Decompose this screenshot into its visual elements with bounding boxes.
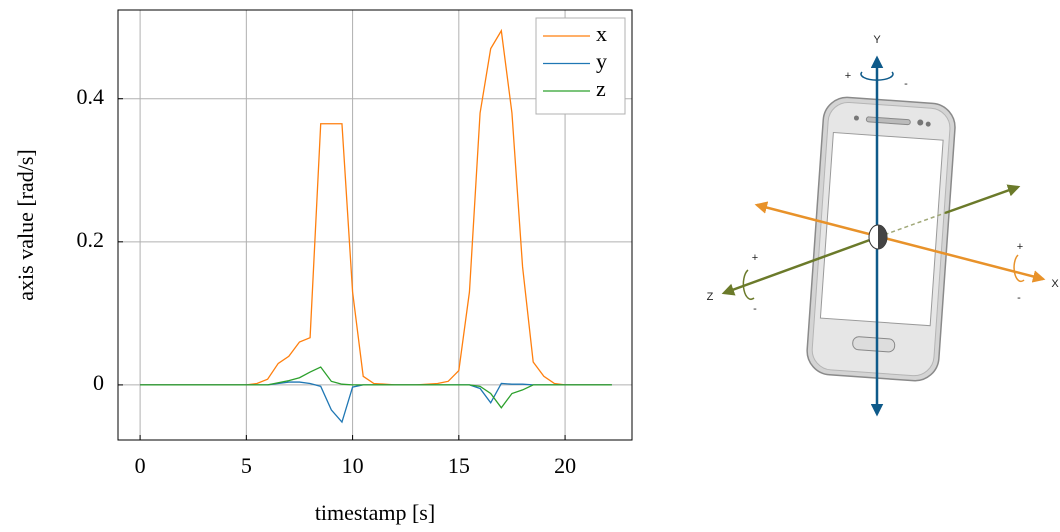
axis-name: Y (873, 34, 881, 46)
camera (925, 121, 931, 127)
data-line (140, 381, 612, 424)
axis-name: Z (707, 291, 714, 303)
phone-diagram: Y + - X + - Z + - (707, 34, 1059, 417)
x-tick-label: 10 (342, 453, 364, 478)
plus: + (1017, 241, 1023, 253)
home-button (852, 336, 896, 353)
plus: + (752, 252, 758, 264)
camera (917, 119, 924, 126)
legend: xyz (535, 17, 626, 115)
x-rotation (1013, 254, 1025, 283)
legend-box (535, 17, 626, 115)
x-tick-label: 5 (241, 453, 252, 478)
y-tick-label: 0.4 (77, 84, 105, 109)
legend-label: y (596, 49, 607, 74)
plus: + (845, 70, 851, 82)
sensor (853, 115, 859, 121)
y-tick-label: 0 (93, 370, 104, 395)
x-axis (754, 201, 1046, 283)
minus: - (753, 303, 757, 315)
x-tick-label: 20 (554, 453, 576, 478)
data-line (140, 366, 612, 409)
minus: - (904, 78, 908, 90)
z-rotation (742, 269, 755, 300)
axis-name: X (1051, 278, 1059, 290)
minus: - (1017, 292, 1021, 304)
z-axis-back (944, 184, 1021, 215)
y-rotation (860, 71, 894, 81)
x-tick-label: 0 (135, 453, 146, 478)
y-tick-label: 0.2 (77, 227, 105, 252)
origin (878, 225, 887, 249)
x-tick-label: 15 (448, 453, 470, 478)
legend-label: z (596, 76, 606, 101)
x-axis-label: timestamp [s] (315, 500, 435, 525)
legend-label: x (596, 21, 607, 46)
plot-frame (117, 9, 633, 441)
data-line (140, 28, 612, 386)
y-axis-label: axis value [rad/s] (13, 149, 38, 301)
